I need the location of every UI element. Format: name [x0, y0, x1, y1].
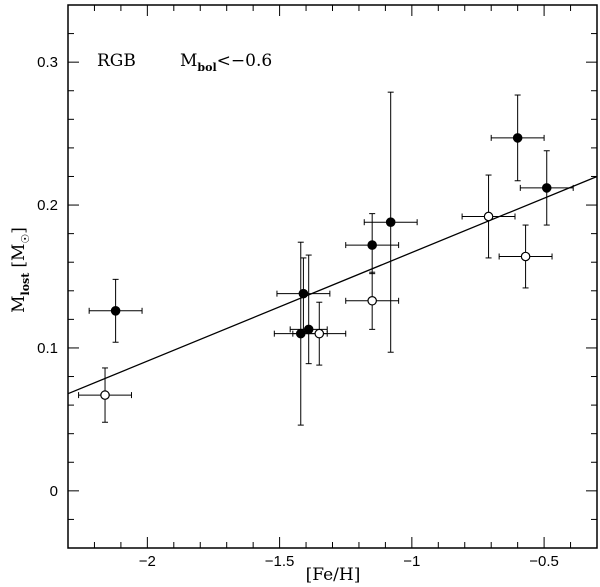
- filled-data-point: [276, 257, 331, 330]
- filled-marker: [541, 183, 552, 193]
- x-tick-label: −1: [403, 553, 420, 570]
- filled-marker: [303, 324, 314, 335]
- svg-text:Mlost[M☉]: Mlost [M☉]: [9, 227, 32, 313]
- filled-data-point: [363, 91, 418, 353]
- annotation-mbol-sub: bol: [197, 61, 216, 74]
- tick-labels: −2 −1.5 −1 −0.5 0 0.1 0.2 0.3: [37, 54, 559, 570]
- fit-line: [67, 175, 598, 395]
- y-tick-label: 0.2: [37, 197, 58, 214]
- annotation-mbol-tail: <−0.6: [217, 51, 273, 71]
- fit-line-group: [67, 175, 598, 395]
- open-marker: [100, 390, 110, 400]
- annotation-mbol-main: M: [180, 51, 197, 71]
- open-data-point: [498, 224, 553, 289]
- open-marker: [367, 295, 377, 306]
- filled-marker: [367, 240, 377, 250]
- filled-data-point: [345, 213, 400, 275]
- filled-marker: [298, 288, 309, 299]
- y-axis-label-sub: lost: [19, 272, 32, 296]
- x-tick-label: −0.5: [529, 553, 559, 570]
- open-data-point: [345, 271, 400, 330]
- x-axis-label: [Fe/H]: [306, 565, 361, 585]
- y-axis-label-unit: [M: [9, 244, 29, 268]
- open-marker: [314, 328, 325, 339]
- y-tick-label: 0.3: [37, 54, 58, 71]
- sun-symbol-icon: ☉: [19, 234, 32, 244]
- annotation-rgb: RGB: [97, 51, 136, 71]
- x-tick-label: −1.5: [265, 553, 295, 570]
- filled-data-point: [519, 150, 574, 226]
- open-data-point: [461, 174, 516, 259]
- filled-marker: [385, 217, 396, 227]
- filled-data-point: [289, 254, 328, 365]
- data-points: [78, 91, 574, 426]
- y-axis-label-unit-close: ]: [9, 227, 29, 234]
- y-axis-label-main: M: [9, 295, 29, 312]
- filled-data-point: [88, 278, 143, 343]
- open-data-point: [78, 367, 132, 423]
- open-marker: [483, 211, 494, 222]
- open-marker: [520, 251, 531, 262]
- plot-frame: [67, 4, 598, 549]
- y-tick-label: 0.1: [37, 340, 58, 357]
- filled-data-point: [490, 94, 545, 182]
- y-axis-label: Mlost [M☉]: [9, 227, 32, 313]
- filled-marker: [512, 133, 523, 143]
- axis-ticks: [67, 4, 598, 549]
- filled-marker: [110, 305, 121, 316]
- annotation-mbol: Mbol<−0.6: [180, 51, 272, 74]
- y-tick-label: 0: [50, 483, 58, 500]
- x-tick-label: −2: [139, 553, 156, 570]
- open-data-point: [292, 301, 347, 366]
